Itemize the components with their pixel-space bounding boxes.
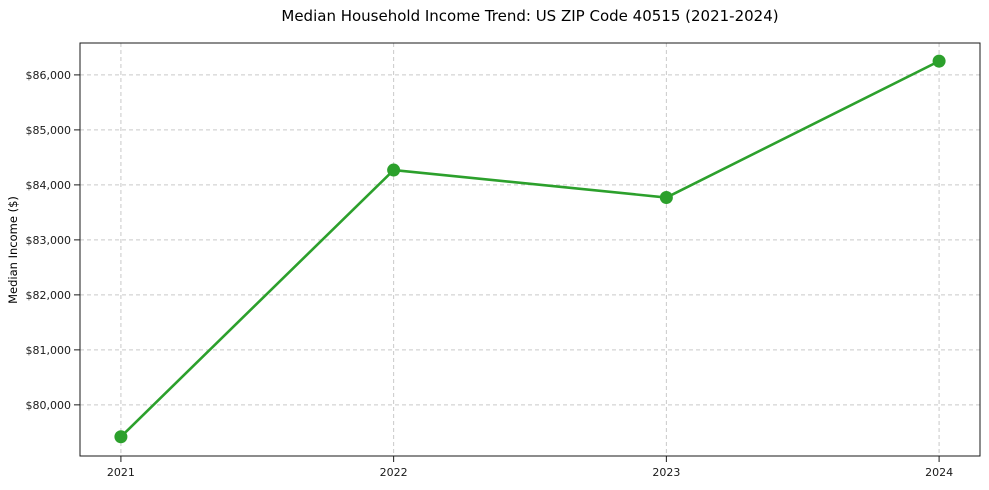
- y-tick-marks: [74, 74, 80, 406]
- data-point: [932, 54, 946, 68]
- x-tick-labels: 2021 2022 2023 2024: [107, 466, 953, 479]
- x-tick-label: 2021: [107, 466, 135, 479]
- x-tick-label: 2023: [652, 466, 680, 479]
- data-point: [659, 191, 673, 205]
- data-point: [387, 163, 401, 177]
- x-tick-label: 2022: [380, 466, 408, 479]
- y-tick-labels: $80,000 $81,000 $82,000 $83,000 $84,000 $85,0…: [26, 69, 72, 412]
- chart-title: Median Household Income Trend: US ZIP Co…: [281, 7, 778, 25]
- x-gridlines: [120, 43, 940, 456]
- y-tick-label: $85,000: [26, 124, 72, 137]
- series-layer: [114, 54, 946, 444]
- y-tick-label: $84,000: [26, 179, 72, 192]
- y-gridlines: [80, 74, 980, 406]
- trend-line: [119, 59, 941, 439]
- data-point: [114, 430, 128, 444]
- plot-border: [79, 42, 981, 457]
- y-axis-label: Median Income ($): [6, 196, 20, 304]
- x-tick-label: 2024: [925, 466, 953, 479]
- y-tick-label: $81,000: [26, 344, 72, 357]
- x-tick-marks: [120, 456, 940, 462]
- y-tick-label: $86,000: [26, 69, 72, 82]
- y-tick-label: $80,000: [26, 399, 72, 412]
- y-tick-label: $83,000: [26, 234, 72, 247]
- y-tick-label: $82,000: [26, 289, 72, 302]
